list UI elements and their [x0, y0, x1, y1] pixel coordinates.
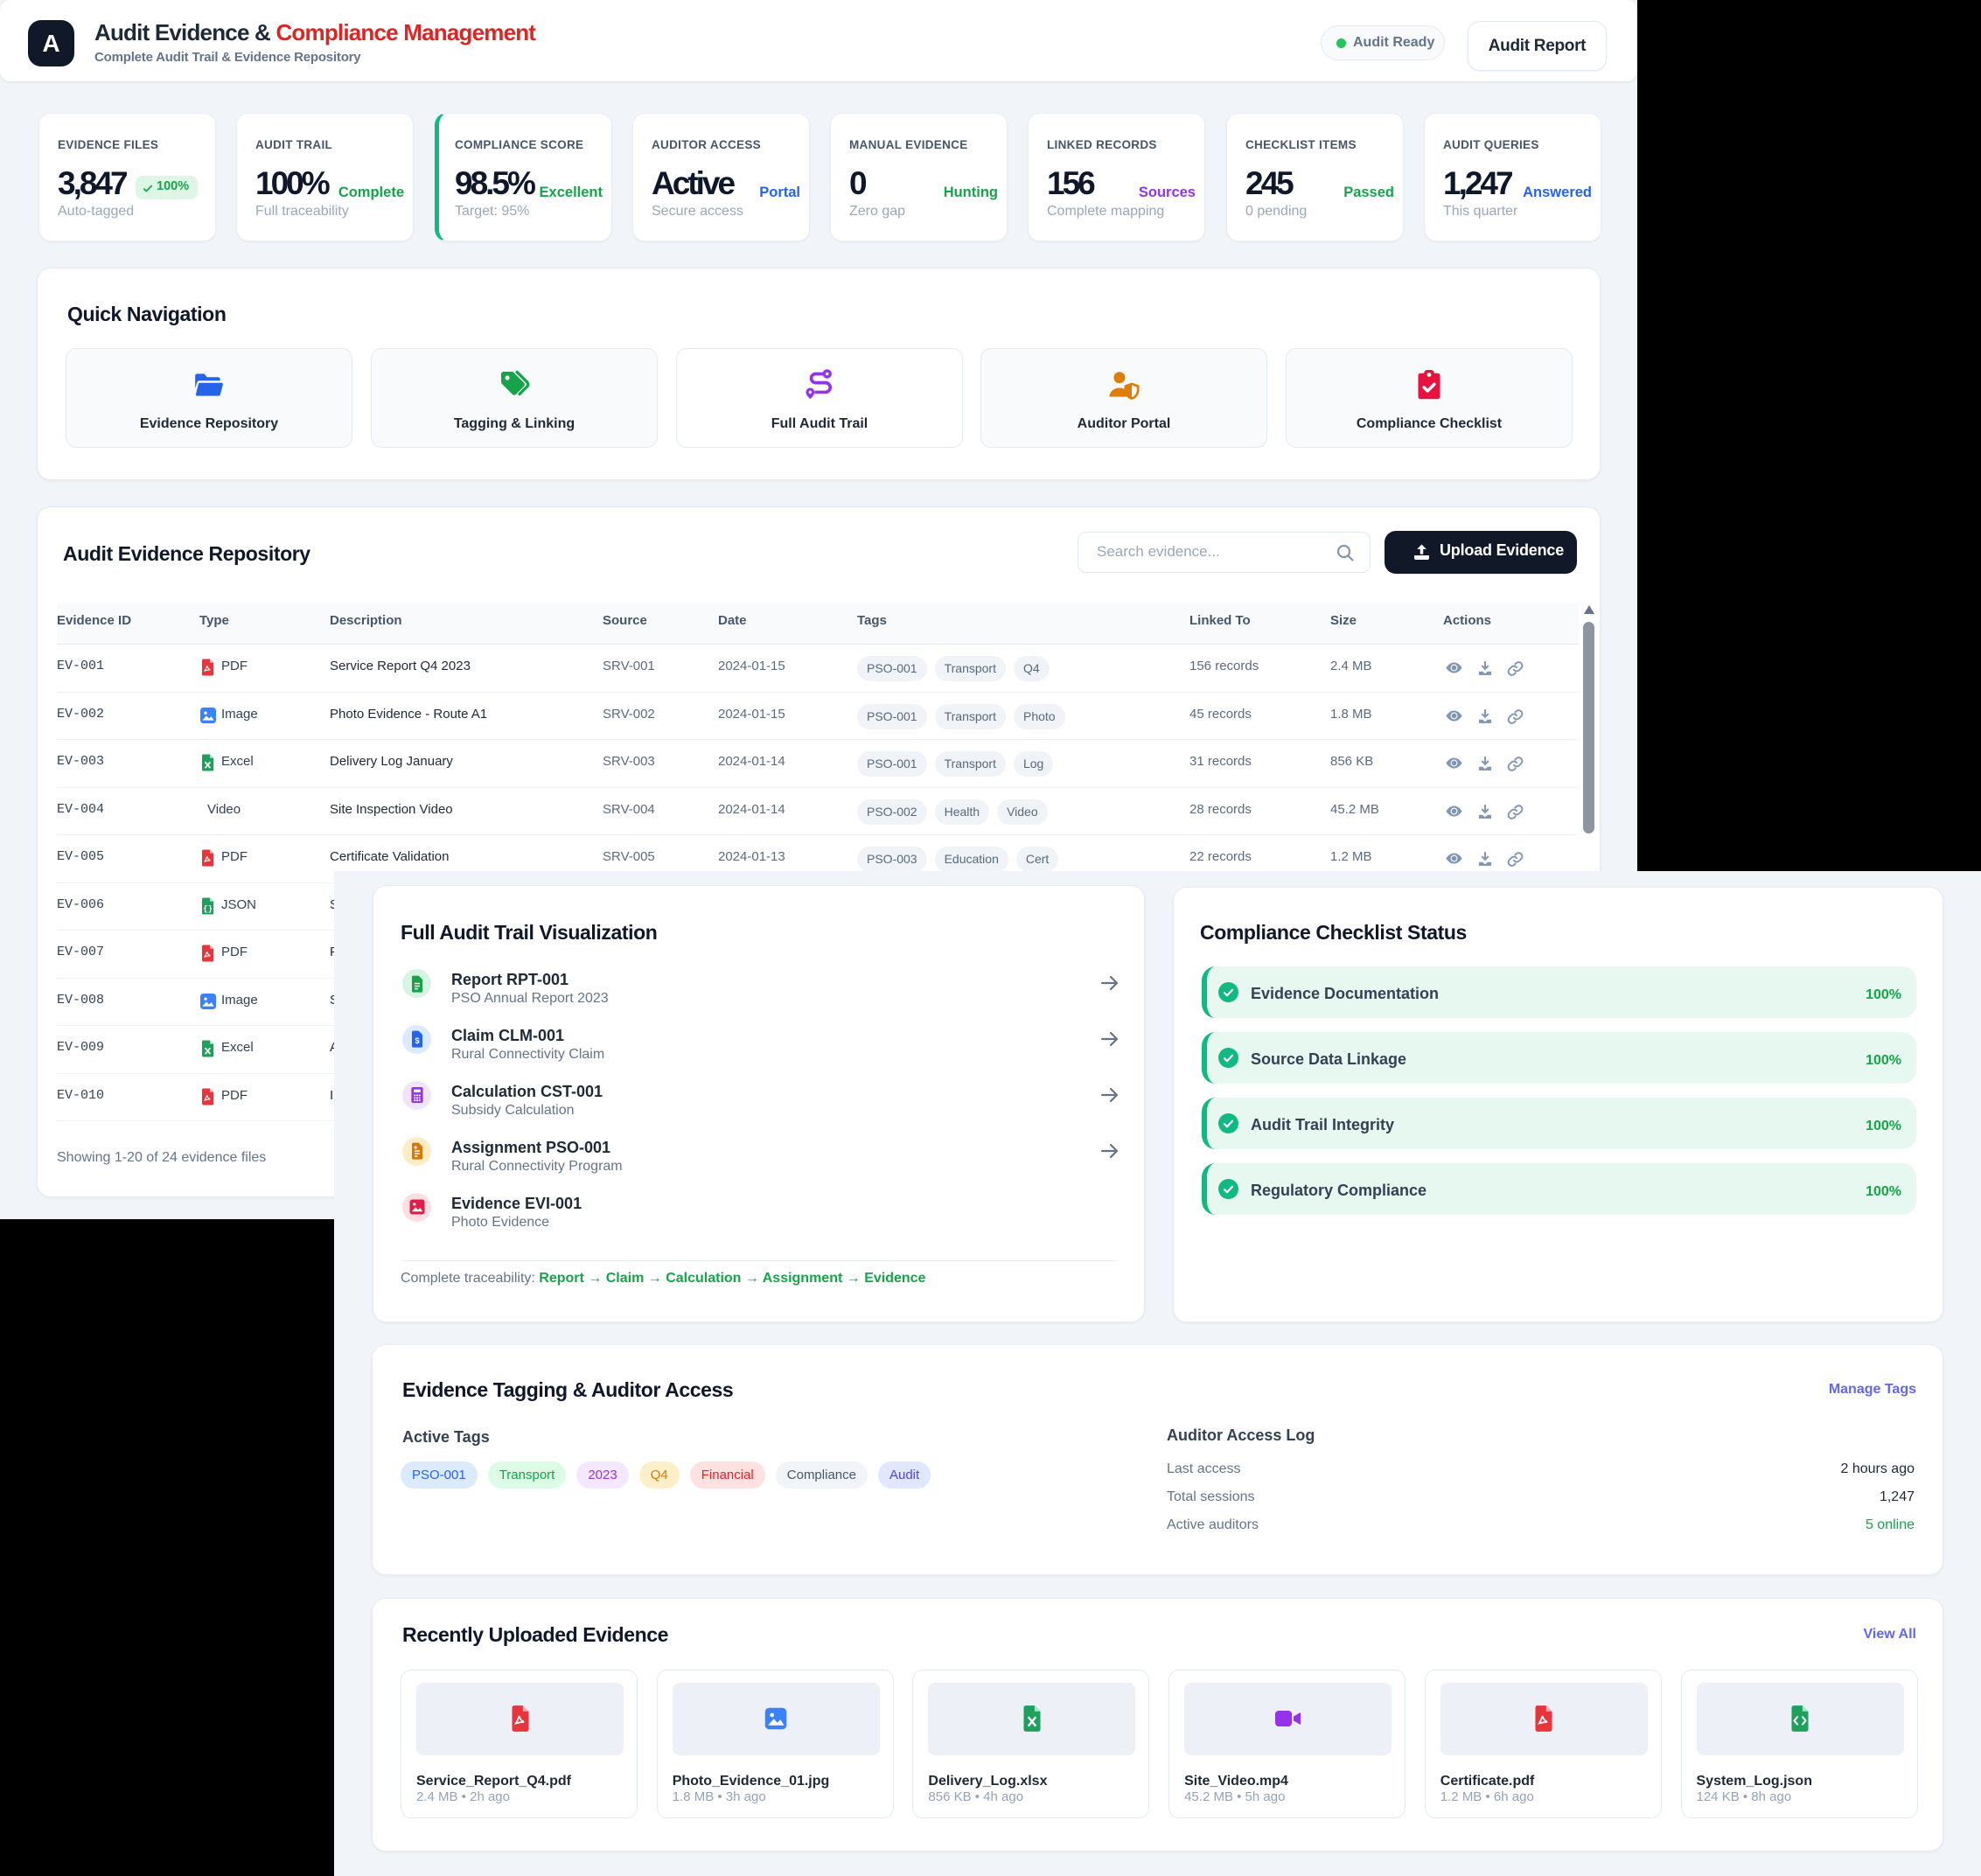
svg-text:$: $ — [415, 1036, 420, 1046]
svg-text:{}: {} — [203, 904, 213, 913]
